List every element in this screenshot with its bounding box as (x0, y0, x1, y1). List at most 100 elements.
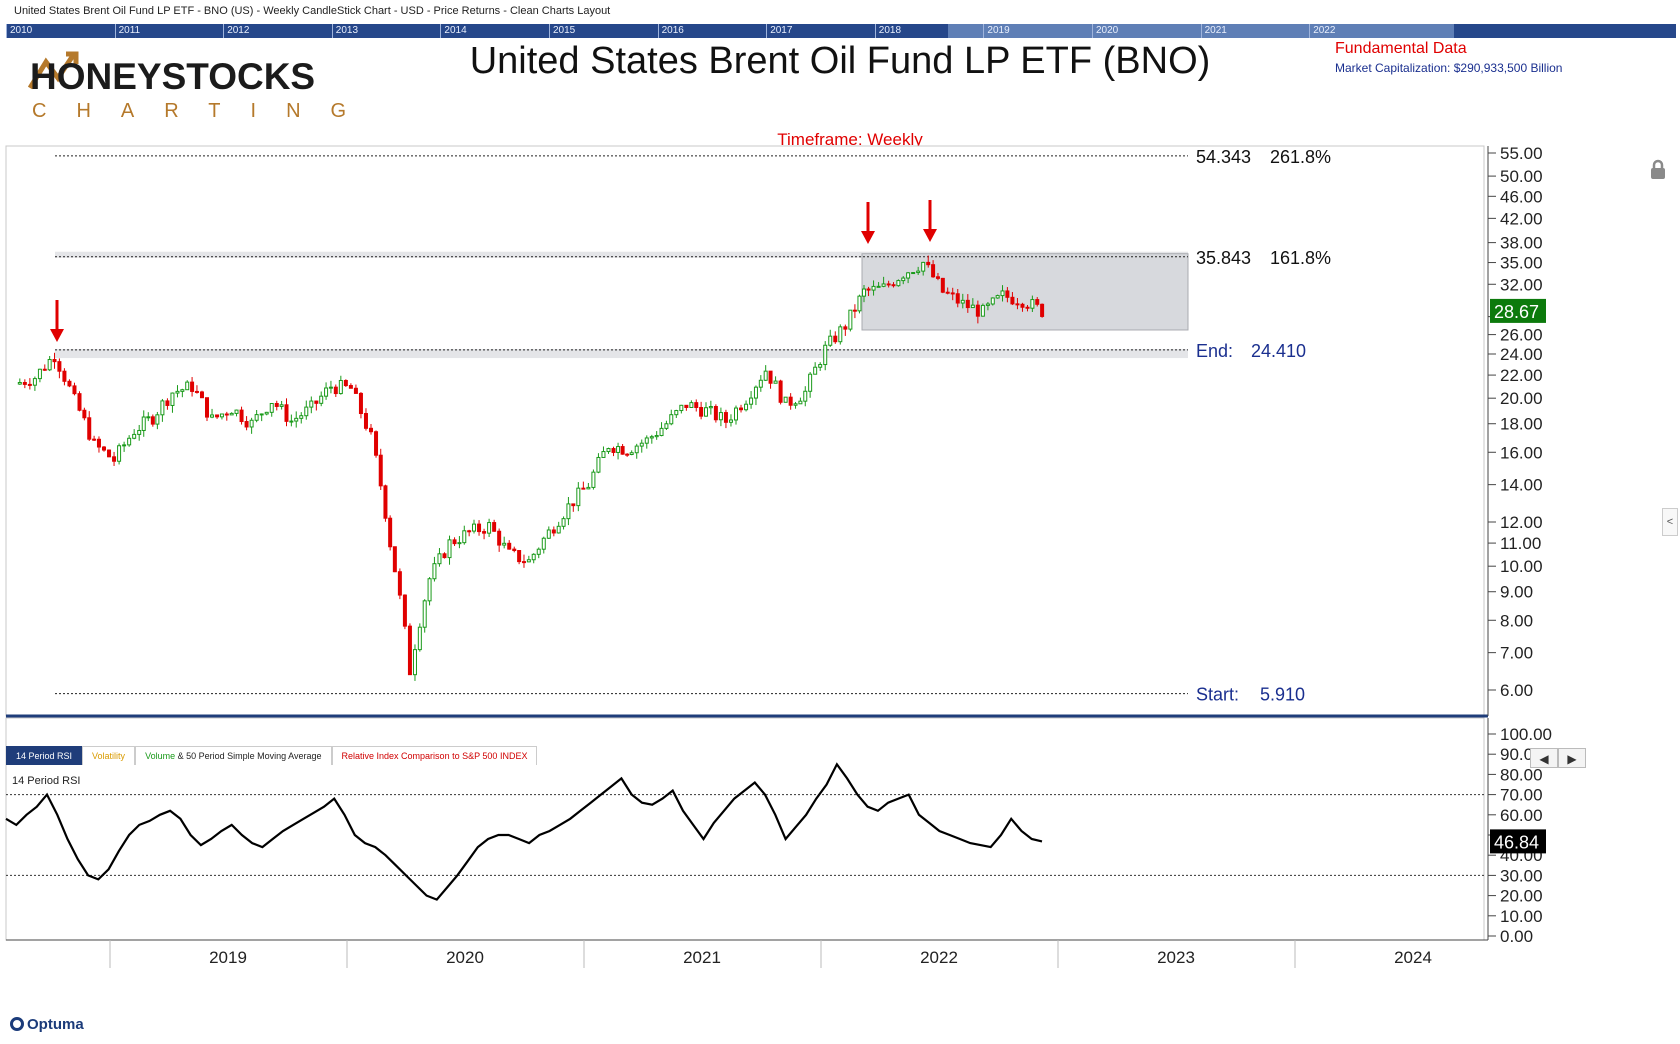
candle (319, 391, 324, 407)
lock-icon[interactable] (1648, 158, 1668, 180)
candle (773, 376, 778, 384)
candle (62, 368, 67, 386)
candle-body (778, 380, 783, 403)
candle-body (561, 518, 566, 527)
overview-year-2022[interactable]: 2022 (1309, 24, 1418, 38)
candle (634, 443, 639, 459)
scroll-left-button[interactable]: ◀ (1530, 748, 1558, 768)
candle (412, 644, 417, 681)
candle-body (269, 402, 274, 413)
candle-body (369, 427, 374, 433)
tab-relative-index[interactable]: Relative Index Comparison to S&P 500 IND… (331, 746, 538, 765)
candle-body (674, 410, 679, 416)
candle-body (852, 309, 857, 312)
rsi-tick-label: 10.00 (1500, 907, 1543, 926)
candle (679, 404, 684, 414)
overview-year-2010[interactable]: 2010 (6, 24, 115, 38)
logo-tagline: CHARTING (32, 100, 377, 122)
fib-label-1-a: 35.843 (1196, 248, 1251, 268)
overview-year-2018[interactable]: 2018 (874, 24, 984, 38)
candle-body (551, 529, 556, 534)
candle-body (447, 539, 452, 559)
candle-body (571, 503, 576, 507)
candle-body (487, 522, 492, 534)
candle-body (679, 404, 684, 412)
overview-year-2012[interactable]: 2012 (223, 24, 332, 38)
candle (783, 396, 788, 403)
timeframe-label: Timeframe: Weekly (777, 130, 923, 149)
candle (402, 594, 407, 630)
candle-body (833, 335, 838, 343)
candle (659, 422, 664, 437)
candle-body (482, 531, 487, 534)
overview-year-2020[interactable]: 2020 (1092, 24, 1201, 38)
candle-body (402, 594, 407, 627)
candle (718, 407, 723, 427)
fib-labels: 54.343 261.8% 35.843 161.8% End: 24.410 Start:… (1196, 147, 1331, 705)
candle (1020, 302, 1025, 312)
overview-year-2014[interactable]: 2014 (440, 24, 549, 38)
indicator-tabs: 14 Period RSI Volatility Volume & 50 Per… (6, 746, 538, 766)
candle-body (77, 393, 82, 411)
candle-body (229, 412, 234, 416)
candle-body (526, 559, 531, 563)
candle (447, 535, 452, 565)
rsi-tick-label: 80.00 (1500, 765, 1543, 784)
candle-body (566, 503, 571, 520)
market-cap-text: Market Capitalization: $290,933,500 Bill… (1335, 61, 1563, 75)
overview-year-2019[interactable]: 2019 (983, 24, 1092, 38)
candle (437, 548, 442, 567)
candle (708, 400, 713, 415)
price-tick-label: 32.00 (1500, 275, 1543, 294)
candle-body (72, 385, 77, 395)
candle-body (828, 335, 833, 346)
candle-body (467, 530, 472, 533)
candle-body (838, 326, 843, 343)
candle-body (47, 359, 52, 371)
tab-volatility[interactable]: Volatility (82, 746, 136, 765)
candle (521, 554, 526, 568)
tab-rsi[interactable]: 14 Period RSI (6, 746, 83, 765)
candle-body (141, 416, 146, 431)
candle (165, 398, 170, 410)
overview-year-2015[interactable]: 2015 (549, 24, 658, 38)
overview-year-2016[interactable]: 2016 (657, 24, 767, 38)
candle-body (601, 451, 606, 458)
candle-body (654, 435, 659, 438)
candle-body (857, 295, 862, 312)
candle (778, 379, 783, 405)
candle (190, 377, 195, 397)
candle (472, 519, 477, 534)
candle-body (150, 416, 155, 425)
candle (487, 518, 492, 538)
overview-year-2021[interactable]: 2021 (1200, 24, 1310, 38)
candle (823, 341, 828, 371)
candle-body (843, 326, 848, 330)
candle (363, 408, 368, 431)
candle-body (92, 438, 97, 441)
scroll-right-button[interactable]: ▶ (1558, 748, 1586, 768)
candle (96, 436, 101, 453)
candle (793, 401, 798, 409)
candle (546, 526, 551, 539)
overview-year-2017[interactable]: 2017 (766, 24, 875, 38)
candle (284, 398, 289, 427)
price-tick-label: 55.00 (1500, 144, 1543, 163)
candles (17, 255, 1045, 681)
candle-body (911, 272, 916, 275)
overview-year-2013[interactable]: 2013 (331, 24, 441, 38)
candle (279, 400, 284, 410)
collapse-panel-button[interactable]: < (1662, 508, 1678, 536)
candle-body (753, 386, 758, 399)
tab-volume[interactable]: Volume & 50 Period Simple Moving Average (135, 746, 332, 765)
overview-year-2011[interactable]: 2011 (114, 24, 224, 38)
candle-body (940, 277, 945, 293)
candle-body (96, 438, 101, 448)
candle (871, 280, 876, 296)
candle (101, 446, 106, 452)
candle (935, 272, 940, 281)
candle (239, 406, 244, 425)
candle (561, 516, 566, 530)
candle (392, 546, 397, 573)
